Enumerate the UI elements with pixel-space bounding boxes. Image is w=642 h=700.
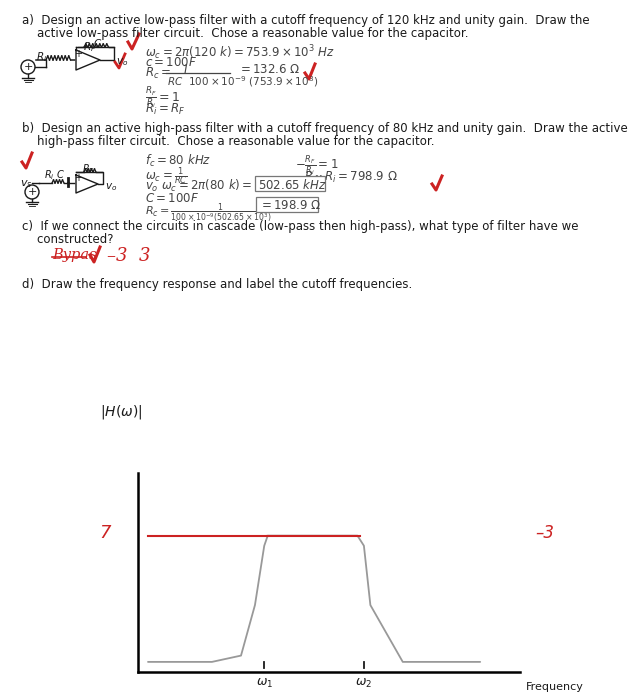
Text: $\frac{R_F}{R_i} = 1$: $\frac{R_F}{R_i} = 1$ — [145, 85, 180, 110]
Text: $v_o$: $v_o$ — [116, 56, 128, 68]
Text: $R_c = \frac{1}{100\times10^{-9}(502.65\times10^3)}$: $R_c = \frac{1}{100\times10^{-9}(502.65\… — [145, 202, 272, 225]
Text: constructed?: constructed? — [22, 233, 114, 246]
Text: $R_F$: $R_F$ — [82, 162, 95, 176]
FancyBboxPatch shape — [255, 176, 325, 191]
Text: $\omega_c = 2\pi(120\ k) = 753.9\times10^3\ Hz$: $\omega_c = 2\pi(120\ k) = 753.9\times10… — [145, 43, 335, 62]
Text: $R_c =$: $R_c =$ — [145, 66, 171, 81]
Text: +: + — [74, 49, 82, 59]
Text: $-R_f \cdot R_i = 798.9\ \Omega$: $-R_f \cdot R_i = 798.9\ \Omega$ — [295, 170, 398, 185]
Text: $-\frac{R_F}{R_i} = 1$: $-\frac{R_F}{R_i} = 1$ — [295, 153, 338, 178]
Text: $R_i$: $R_i$ — [36, 50, 48, 64]
Text: Frequency: Frequency — [525, 682, 584, 692]
Text: $C$: $C$ — [56, 168, 65, 180]
Text: $c = 100F$: $c = 100F$ — [145, 56, 197, 69]
Text: $R_i = R_F$: $R_i = R_F$ — [145, 102, 186, 117]
Text: $\omega_2$: $\omega_2$ — [356, 677, 372, 690]
Text: +: + — [23, 62, 33, 72]
Text: $R_i$: $R_i$ — [44, 168, 55, 182]
Text: $= 198.9\ \Omega$: $= 198.9\ \Omega$ — [259, 199, 322, 212]
Text: +: + — [28, 187, 37, 197]
Text: +: + — [74, 173, 82, 183]
Text: high-pass filter circuit.  Chose a reasonable value for the capacitor.: high-pass filter circuit. Chose a reason… — [22, 135, 435, 148]
Text: Bypas: Bypas — [52, 248, 97, 262]
Polygon shape — [76, 50, 100, 70]
Text: a)  Design an active low-pass filter with a cutoff frequency of 120 kHz and unit: a) Design an active low-pass filter with… — [22, 14, 589, 27]
Text: $v_s$: $v_s$ — [20, 178, 33, 190]
Text: $= 132.6\ \Omega$: $= 132.6\ \Omega$ — [238, 63, 300, 76]
Text: $|H(\omega)|$: $|H(\omega)|$ — [100, 402, 143, 421]
Text: $502.65\ kHz$: $502.65\ kHz$ — [258, 178, 327, 192]
Text: d)  Draw the frequency response and label the cutoff frequencies.: d) Draw the frequency response and label… — [22, 278, 412, 291]
Text: $v_o\ \omega_c = 2\pi(80\ k)=$: $v_o\ \omega_c = 2\pi(80\ k)=$ — [145, 178, 252, 194]
FancyBboxPatch shape — [256, 197, 318, 212]
Text: 1: 1 — [181, 64, 189, 77]
Text: $\omega_1$: $\omega_1$ — [256, 677, 273, 690]
Circle shape — [25, 185, 39, 199]
Text: $C = 100F$: $C = 100F$ — [145, 192, 199, 205]
Text: c)  If we connect the circuits in cascade (low-pass then high-pass), what type o: c) If we connect the circuits in cascade… — [22, 220, 578, 233]
Text: $R_F$: $R_F$ — [83, 40, 96, 54]
Text: $v_o$: $v_o$ — [105, 181, 117, 193]
Text: –3: –3 — [535, 524, 554, 542]
Text: $f_c = 80\ kHz$: $f_c = 80\ kHz$ — [145, 153, 211, 169]
Polygon shape — [76, 175, 98, 193]
Text: active low-pass filter circuit.  Chose a reasonable value for the capacitor.: active low-pass filter circuit. Chose a … — [22, 27, 469, 40]
Text: 7: 7 — [100, 524, 111, 542]
Text: $RC\ \ 100\times10^{-9}\ (753.9\times10^3)$: $RC\ \ 100\times10^{-9}\ (753.9\times10^… — [167, 74, 318, 89]
Text: –3  3: –3 3 — [107, 247, 150, 265]
Circle shape — [21, 60, 35, 74]
Text: $\omega_c = \frac{1}{RC}$: $\omega_c = \frac{1}{RC}$ — [145, 165, 187, 187]
Text: b)  Design an active high-pass filter with a cutoff frequency of 80 kHz and unit: b) Design an active high-pass filter wit… — [22, 122, 628, 135]
Text: $C$: $C$ — [93, 37, 102, 49]
